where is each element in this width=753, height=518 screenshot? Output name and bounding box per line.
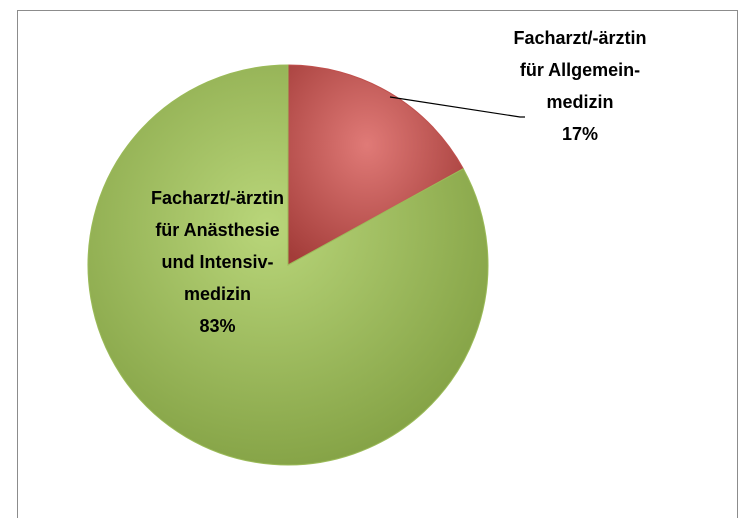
category-name: Facharzt/-ärztin für Allgemein-medizin	[513, 28, 647, 112]
pie-slice	[287, 64, 464, 266]
leader-line	[389, 96, 525, 118]
percent-label: 17%	[561, 124, 599, 144]
category-name: Facharzt/-ärztin für Anästhesie und Inte…	[150, 188, 285, 304]
slice-label: Facharzt/-ärztin für Allgemein-medizin 17…	[510, 22, 650, 150]
slice-label: Facharzt/-ärztin für Anästhesie und Inte…	[150, 182, 285, 342]
percent-label: 83%	[199, 316, 236, 336]
pie-slice	[87, 64, 489, 466]
slice-label-box: Facharzt/-ärztin für Allgemein-medizin 17…	[510, 22, 650, 150]
slice-label-box: Facharzt/-ärztin für Anästhesie und Inte…	[150, 182, 285, 342]
